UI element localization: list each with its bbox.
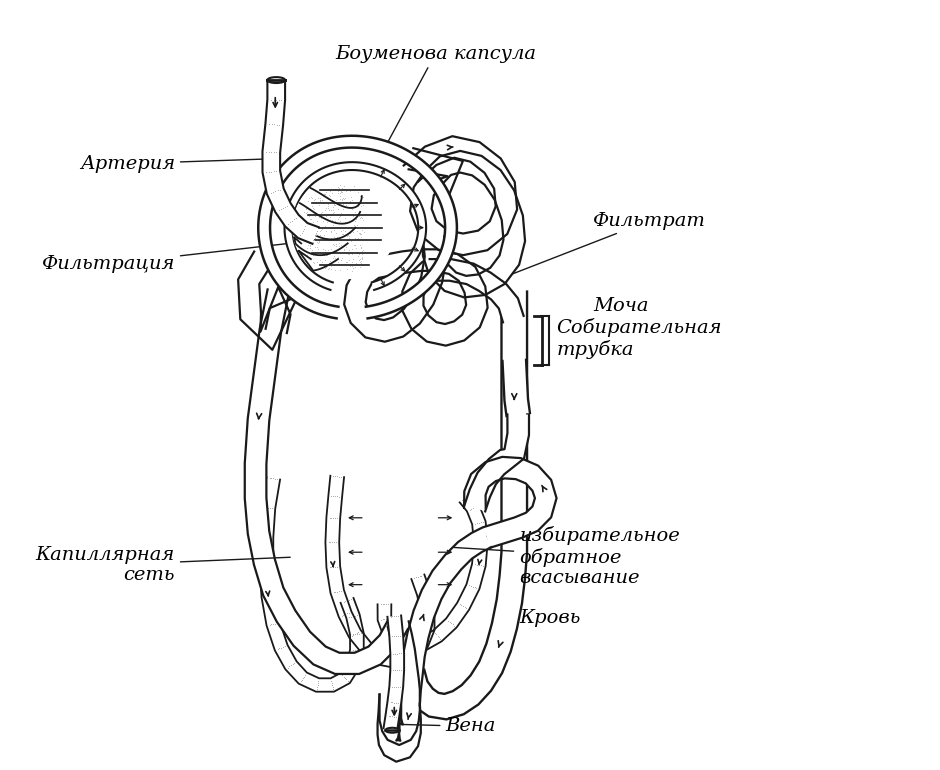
Polygon shape — [404, 136, 517, 255]
Polygon shape — [325, 476, 434, 668]
Polygon shape — [344, 236, 446, 342]
Text: Вена: Вена — [401, 718, 495, 735]
Polygon shape — [386, 249, 488, 346]
Text: Кровь: Кровь — [519, 609, 581, 627]
Polygon shape — [238, 252, 298, 350]
Text: избирательное
обратное
всасывание: избирательное обратное всасывание — [454, 526, 680, 588]
Circle shape — [293, 176, 395, 279]
Polygon shape — [259, 477, 364, 691]
Text: Собирательная
трубка: Собирательная трубка — [556, 318, 722, 360]
Polygon shape — [258, 136, 457, 318]
Polygon shape — [423, 151, 525, 297]
Polygon shape — [503, 360, 530, 416]
Polygon shape — [464, 457, 556, 547]
Text: Фильтрация: Фильтрация — [41, 243, 295, 273]
Polygon shape — [400, 292, 527, 719]
Polygon shape — [378, 695, 421, 762]
Ellipse shape — [267, 77, 285, 83]
Polygon shape — [384, 615, 404, 730]
Polygon shape — [380, 621, 420, 745]
Polygon shape — [399, 527, 492, 705]
Polygon shape — [378, 494, 488, 652]
Text: Капиллярная
сеть: Капиллярная сеть — [36, 546, 290, 584]
Text: Фильтрат: Фильтрат — [470, 212, 706, 290]
Text: Боуменова капсула: Боуменова капсула — [335, 45, 536, 152]
Ellipse shape — [385, 728, 400, 733]
Polygon shape — [262, 80, 319, 244]
Polygon shape — [285, 162, 426, 290]
Polygon shape — [409, 148, 462, 195]
Text: Артерия: Артерия — [80, 155, 271, 172]
Polygon shape — [464, 414, 529, 511]
Text: Моча: Моча — [593, 297, 649, 315]
Polygon shape — [430, 259, 524, 323]
Polygon shape — [244, 290, 408, 674]
